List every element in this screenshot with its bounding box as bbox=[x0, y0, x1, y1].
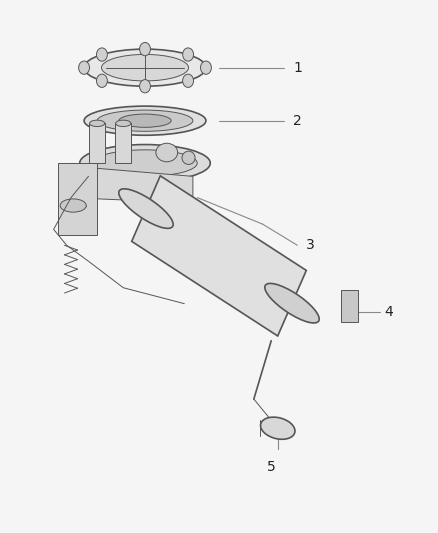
FancyBboxPatch shape bbox=[116, 123, 131, 163]
FancyBboxPatch shape bbox=[89, 123, 105, 163]
Ellipse shape bbox=[119, 189, 173, 228]
Ellipse shape bbox=[201, 61, 212, 74]
Ellipse shape bbox=[140, 79, 150, 93]
Ellipse shape bbox=[96, 74, 107, 87]
Ellipse shape bbox=[102, 54, 188, 81]
Ellipse shape bbox=[183, 48, 194, 61]
Polygon shape bbox=[58, 163, 97, 235]
Ellipse shape bbox=[80, 144, 210, 182]
Text: 4: 4 bbox=[385, 304, 393, 319]
Ellipse shape bbox=[116, 120, 131, 126]
Ellipse shape bbox=[261, 417, 295, 439]
Polygon shape bbox=[132, 176, 306, 336]
Ellipse shape bbox=[84, 106, 206, 135]
Ellipse shape bbox=[119, 114, 171, 127]
Text: 1: 1 bbox=[293, 61, 302, 75]
Ellipse shape bbox=[84, 49, 206, 86]
Ellipse shape bbox=[140, 43, 150, 56]
Ellipse shape bbox=[183, 74, 194, 87]
Ellipse shape bbox=[60, 199, 86, 212]
Ellipse shape bbox=[156, 143, 178, 162]
Ellipse shape bbox=[79, 61, 89, 74]
Ellipse shape bbox=[93, 150, 197, 176]
Text: 3: 3 bbox=[306, 238, 315, 252]
Text: 2: 2 bbox=[293, 114, 302, 128]
Ellipse shape bbox=[89, 120, 105, 126]
Polygon shape bbox=[341, 290, 358, 322]
Ellipse shape bbox=[265, 284, 319, 323]
Text: 5: 5 bbox=[267, 460, 276, 474]
Ellipse shape bbox=[97, 110, 193, 131]
Polygon shape bbox=[67, 166, 193, 203]
Ellipse shape bbox=[96, 48, 107, 61]
Ellipse shape bbox=[182, 151, 195, 165]
